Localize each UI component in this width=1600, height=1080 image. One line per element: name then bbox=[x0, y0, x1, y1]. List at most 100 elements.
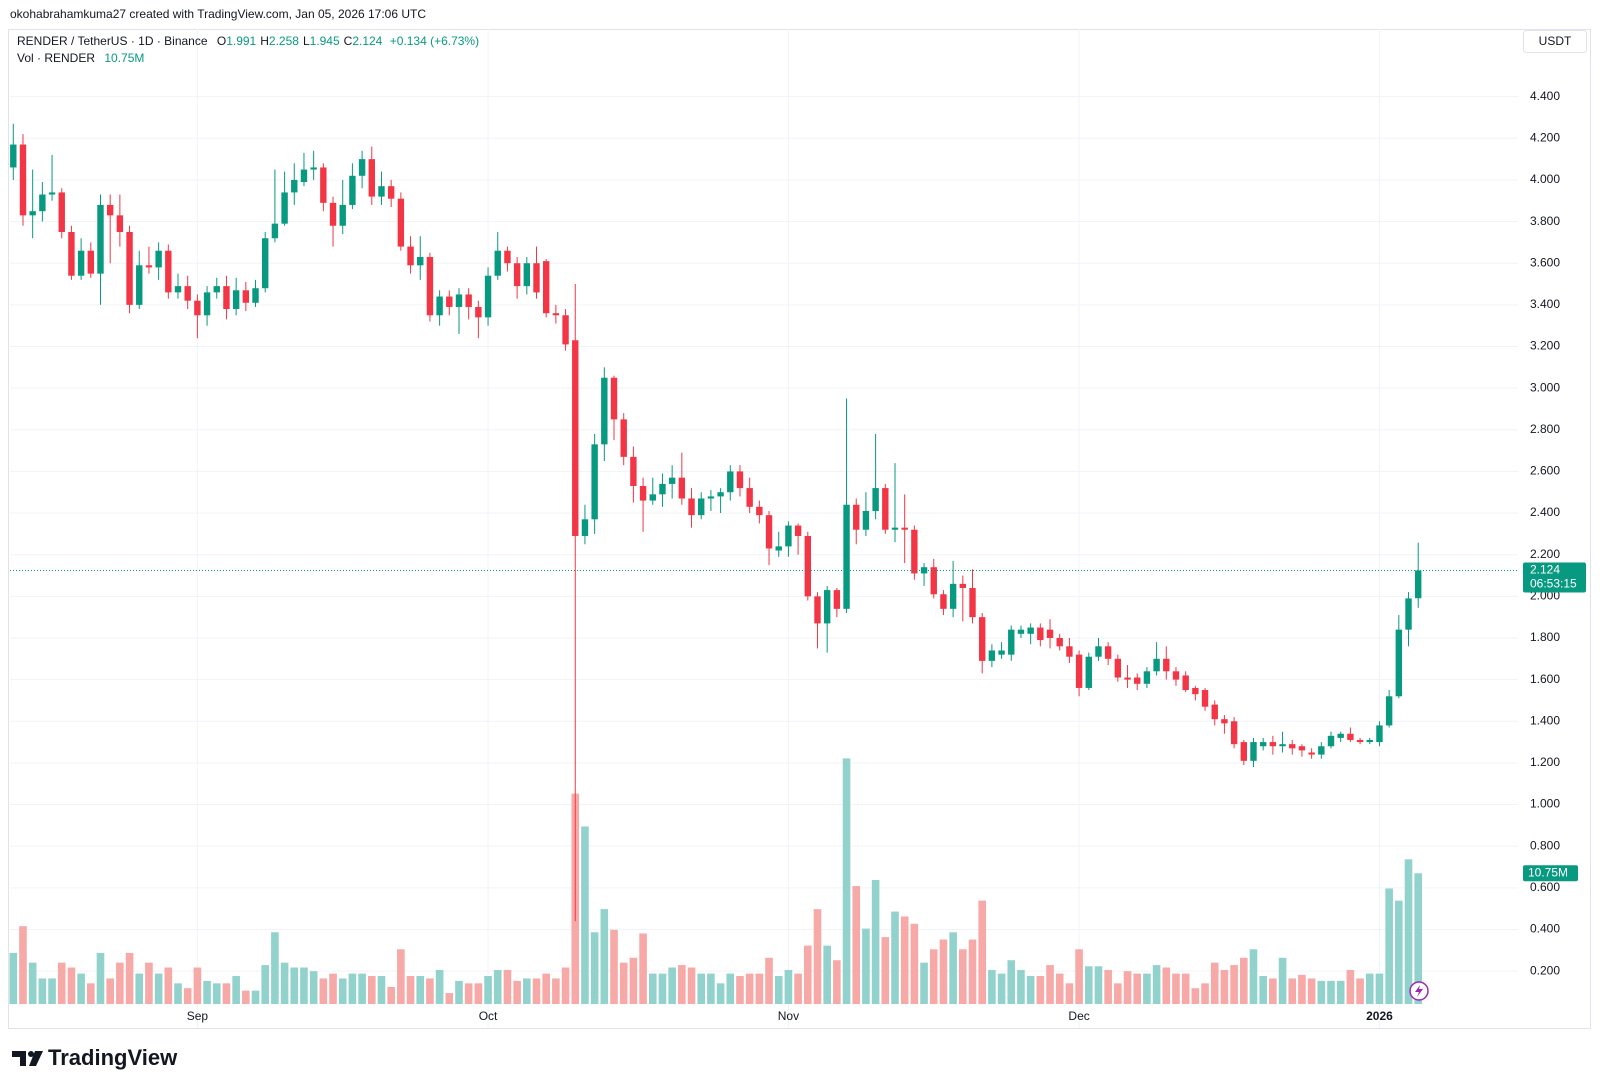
candle-body bbox=[804, 535, 811, 597]
volume-bar bbox=[600, 909, 609, 1004]
candle-body bbox=[97, 204, 104, 274]
x-tick-label: Dec bbox=[1068, 1009, 1089, 1023]
candle-body bbox=[1395, 629, 1403, 697]
volume-bar bbox=[726, 973, 735, 1004]
volume-bar bbox=[164, 967, 173, 1004]
y-tick-label: 3.400 bbox=[1530, 297, 1560, 311]
ohlc-letter: H bbox=[260, 34, 269, 48]
y-tick-label: 2.600 bbox=[1530, 464, 1560, 478]
candle-body bbox=[1269, 742, 1277, 747]
volume-legend: Vol · RENDER 10.75M bbox=[17, 50, 479, 67]
y-tick-label: 2.400 bbox=[1530, 505, 1560, 519]
volume-bar bbox=[552, 978, 560, 1004]
volume-bar bbox=[416, 976, 425, 1004]
candle-body bbox=[368, 159, 375, 197]
volume-bar bbox=[1259, 976, 1267, 1004]
candle-body bbox=[417, 256, 424, 266]
volume-bar bbox=[1026, 976, 1035, 1004]
volume-bar bbox=[329, 973, 337, 1004]
candle-body bbox=[378, 186, 385, 197]
currency[interactable]: USDT bbox=[1539, 34, 1572, 48]
volume-bar bbox=[377, 976, 386, 1004]
y-tick-label: 1.400 bbox=[1530, 713, 1560, 727]
candle-body bbox=[475, 306, 482, 318]
candle-body bbox=[155, 250, 162, 268]
volume-bar bbox=[145, 962, 153, 1004]
candle-body bbox=[727, 471, 734, 493]
candle-body bbox=[494, 250, 501, 276]
candle-body bbox=[610, 377, 618, 420]
volume-bar bbox=[1356, 978, 1364, 1004]
candle-body bbox=[717, 492, 724, 497]
candle-body bbox=[116, 215, 124, 232]
volume-bar bbox=[1181, 973, 1190, 1004]
volume-bar bbox=[280, 962, 289, 1004]
volume-bar bbox=[154, 973, 163, 1004]
y-tick-label: 3.200 bbox=[1530, 339, 1560, 353]
volume-bar bbox=[1385, 888, 1393, 1004]
candle-body bbox=[591, 444, 598, 520]
volume-bar bbox=[309, 971, 318, 1004]
candle-body bbox=[446, 296, 453, 307]
candle-body bbox=[455, 294, 463, 307]
candle-body bbox=[1153, 658, 1160, 672]
volume-bar bbox=[920, 962, 928, 1004]
x-tick-label: Nov bbox=[778, 1009, 799, 1023]
candle-body bbox=[823, 590, 831, 624]
y-tick-label: 0.800 bbox=[1530, 838, 1560, 852]
volume-bar bbox=[135, 973, 144, 1004]
y-tick-label: 3.800 bbox=[1530, 214, 1560, 228]
volume-bar bbox=[1317, 980, 1326, 1004]
volume-bar bbox=[203, 980, 211, 1004]
candle-body bbox=[1027, 627, 1034, 634]
y-tick-label: 2.800 bbox=[1530, 422, 1560, 436]
candle-body bbox=[649, 494, 656, 501]
candle-body bbox=[853, 504, 860, 530]
volume-bar bbox=[755, 973, 764, 1004]
volume-bar bbox=[513, 980, 521, 1004]
volume-value: 10.75M bbox=[104, 51, 145, 65]
candle-body bbox=[426, 256, 434, 316]
ohlc-letter: O bbox=[216, 34, 227, 48]
volume-bar bbox=[523, 978, 531, 1004]
volume-bar bbox=[445, 993, 454, 1004]
candle-body bbox=[262, 238, 269, 289]
volume-bar bbox=[590, 932, 599, 1004]
volume-bar bbox=[978, 900, 986, 1004]
lightning-icon[interactable] bbox=[1409, 981, 1429, 1001]
volume-bar bbox=[997, 973, 1006, 1004]
ohlc-value: 2.258 bbox=[268, 34, 299, 48]
y-tick-label: 4.200 bbox=[1530, 130, 1560, 144]
volume-bar bbox=[116, 962, 124, 1004]
volume-tag-value: 10.75M bbox=[1528, 865, 1568, 879]
candle-body bbox=[77, 250, 85, 276]
volume-bar bbox=[648, 973, 657, 1004]
volume-bar bbox=[1346, 969, 1355, 1004]
candle-body bbox=[126, 231, 133, 305]
ohlc-letter: L bbox=[302, 34, 310, 48]
volume-bar bbox=[319, 978, 328, 1004]
candle-body bbox=[203, 292, 211, 316]
volume-bar bbox=[1269, 978, 1277, 1004]
candle-body bbox=[436, 296, 443, 316]
candle-body bbox=[29, 211, 36, 216]
volume-bar bbox=[949, 932, 957, 1004]
logo bbox=[12, 1051, 43, 1066]
volume-bar bbox=[1395, 900, 1403, 1004]
y-tick-label: 1.000 bbox=[1530, 797, 1560, 811]
candle-body bbox=[1114, 658, 1122, 678]
volume-bar bbox=[38, 978, 47, 1004]
candle-body bbox=[1201, 690, 1209, 707]
volume-bar bbox=[367, 976, 376, 1004]
y-tick-label: 3.000 bbox=[1530, 380, 1560, 394]
volume-bar bbox=[1375, 973, 1384, 1004]
volume-bar bbox=[348, 973, 357, 1004]
candle-body bbox=[349, 175, 356, 205]
volume-bar bbox=[271, 932, 279, 1004]
volume-bar bbox=[823, 945, 831, 1004]
currency-box[interactable] bbox=[1523, 30, 1587, 53]
candle-body bbox=[862, 510, 870, 530]
candle-body bbox=[252, 288, 259, 303]
candle-body bbox=[891, 527, 899, 530]
price-pane bbox=[10, 123, 1422, 922]
